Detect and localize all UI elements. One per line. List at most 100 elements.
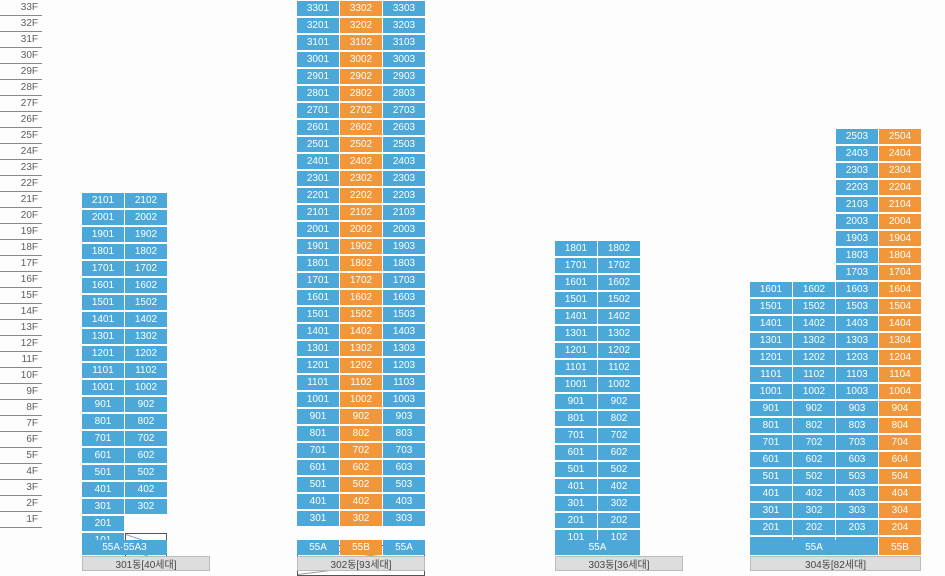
unit-cell: 2701	[297, 103, 339, 118]
unit-cell: 3002	[340, 52, 382, 67]
floor-row-17: 17031704	[750, 265, 921, 281]
unit-cell: 1001	[297, 392, 339, 407]
unit-cell: 3202	[340, 18, 382, 33]
floor-row-3: 301302	[555, 496, 640, 512]
unit-cell: 603	[836, 452, 878, 467]
floor-label: 1F	[0, 512, 42, 528]
unit-cell: 3301	[297, 1, 339, 16]
b301-caption: 301동[40세대]	[82, 556, 210, 571]
b302: 필로티3013023034014024035015025036016026037…	[297, 0, 425, 561]
floor-row-7: 701702	[82, 431, 167, 447]
unit-cell: 1302	[598, 326, 640, 341]
floor-row-13: 130113021303	[297, 341, 425, 357]
unit-cell: 801	[555, 411, 597, 426]
floor-label: 25F	[0, 128, 42, 144]
unit-cell: 902	[598, 394, 640, 409]
type-badge: 55B	[879, 540, 921, 555]
floor-row-12: 12011202	[555, 343, 640, 359]
unit-cell: 2204	[879, 180, 921, 195]
unit-cell: 1502	[340, 307, 382, 322]
unit-cell: 1302	[125, 329, 167, 344]
floor-label: 32F	[0, 16, 42, 32]
unit-cell: 1301	[82, 329, 124, 344]
unit-cell: 1102	[340, 375, 382, 390]
floor-row-22: 220122022203	[297, 188, 425, 204]
unit-cell: 1901	[297, 239, 339, 254]
unit-cell: 3303	[383, 1, 425, 16]
unit-cell: 1201	[555, 343, 597, 358]
unit-cell: 802	[793, 418, 835, 433]
empty-cell	[750, 214, 792, 229]
unit-cell: 2402	[340, 154, 382, 169]
floor-row-18: 18011802	[555, 241, 640, 257]
floor-row-10: 10011002	[82, 380, 167, 396]
type-badge: 55A	[750, 540, 878, 555]
floor-row-16: 160116021603	[297, 290, 425, 306]
empty-cell	[793, 197, 835, 212]
unit-cell: 1904	[879, 231, 921, 246]
floor-label: 17F	[0, 256, 42, 272]
floor-row-18: 18011802	[82, 244, 167, 260]
floor-row-16: 16011602	[555, 275, 640, 291]
unit-cell: 2503	[383, 137, 425, 152]
unit-cell: 1801	[82, 244, 124, 259]
unit-cell: 702	[125, 431, 167, 446]
unit-cell: 2203	[836, 180, 878, 195]
floor-row-23: 23032304	[750, 163, 921, 179]
unit-cell: 1903	[383, 239, 425, 254]
unit-cell: 2304	[879, 163, 921, 178]
unit-cell: 1601	[555, 275, 597, 290]
floor-row-6: 601602603604	[750, 452, 921, 468]
unit-cell: 2001	[82, 210, 124, 225]
floor-label: 14F	[0, 304, 42, 320]
floor-row-10: 1001100210031004	[750, 384, 921, 400]
floor-row-2: 201202203204	[750, 520, 921, 536]
unit-cell: 2403	[383, 154, 425, 169]
floor-row-3: 301302	[82, 499, 167, 515]
floor-row-9: 901902903904	[750, 401, 921, 417]
floor-row-16: 1601160216031604	[750, 282, 921, 298]
unit-cell: 2403	[836, 146, 878, 161]
unit-cell: 2603	[383, 120, 425, 135]
unit-cell: 603	[383, 460, 425, 475]
unit-cell: 1704	[879, 265, 921, 280]
unit-cell: 401	[555, 479, 597, 494]
floor-row-13: 13011302	[555, 326, 640, 342]
unit-cell: 2301	[297, 171, 339, 186]
floor-row-8: 801802803804	[750, 418, 921, 434]
unit-cell: 802	[598, 411, 640, 426]
b303: 1011022012023013024014025015026016027017…	[555, 240, 640, 546]
floor-row-21: 21032104	[750, 197, 921, 213]
unit-cell: 1302	[340, 341, 382, 356]
floor-label: 21F	[0, 192, 42, 208]
empty-cell	[750, 163, 792, 178]
unit-cell: 1202	[125, 346, 167, 361]
empty-cell	[793, 163, 835, 178]
unit-cell: 1604	[879, 282, 921, 297]
unit-cell: 1801	[297, 256, 339, 271]
floor-row-19: 190119021903	[297, 239, 425, 255]
unit-cell: 1302	[793, 333, 835, 348]
floor-row-9: 901902	[555, 394, 640, 410]
unit-cell: 1202	[340, 358, 382, 373]
unit-cell: 1201	[82, 346, 124, 361]
unit-cell: 2101	[297, 205, 339, 220]
empty-cell	[750, 197, 792, 212]
unit-cell: 1402	[793, 316, 835, 331]
floor-label: 7F	[0, 416, 42, 432]
unit-cell: 502	[793, 469, 835, 484]
floor-label: 4F	[0, 464, 42, 480]
unit-cell: 204	[879, 520, 921, 535]
unit-cell: 2502	[340, 137, 382, 152]
floor-row-24: 24032404	[750, 146, 921, 162]
floor-row-33: 330133023303	[297, 1, 425, 17]
floor-row-4: 401402	[82, 482, 167, 498]
unit-cell: 402	[340, 494, 382, 509]
floor-row-3: 301302303304	[750, 503, 921, 519]
unit-cell: 701	[297, 443, 339, 458]
floor-label: 13F	[0, 320, 42, 336]
unit-cell: 2901	[297, 69, 339, 84]
unit-cell: 1202	[793, 350, 835, 365]
unit-cell: 304	[879, 503, 921, 518]
floor-row-32: 320132023203	[297, 18, 425, 34]
